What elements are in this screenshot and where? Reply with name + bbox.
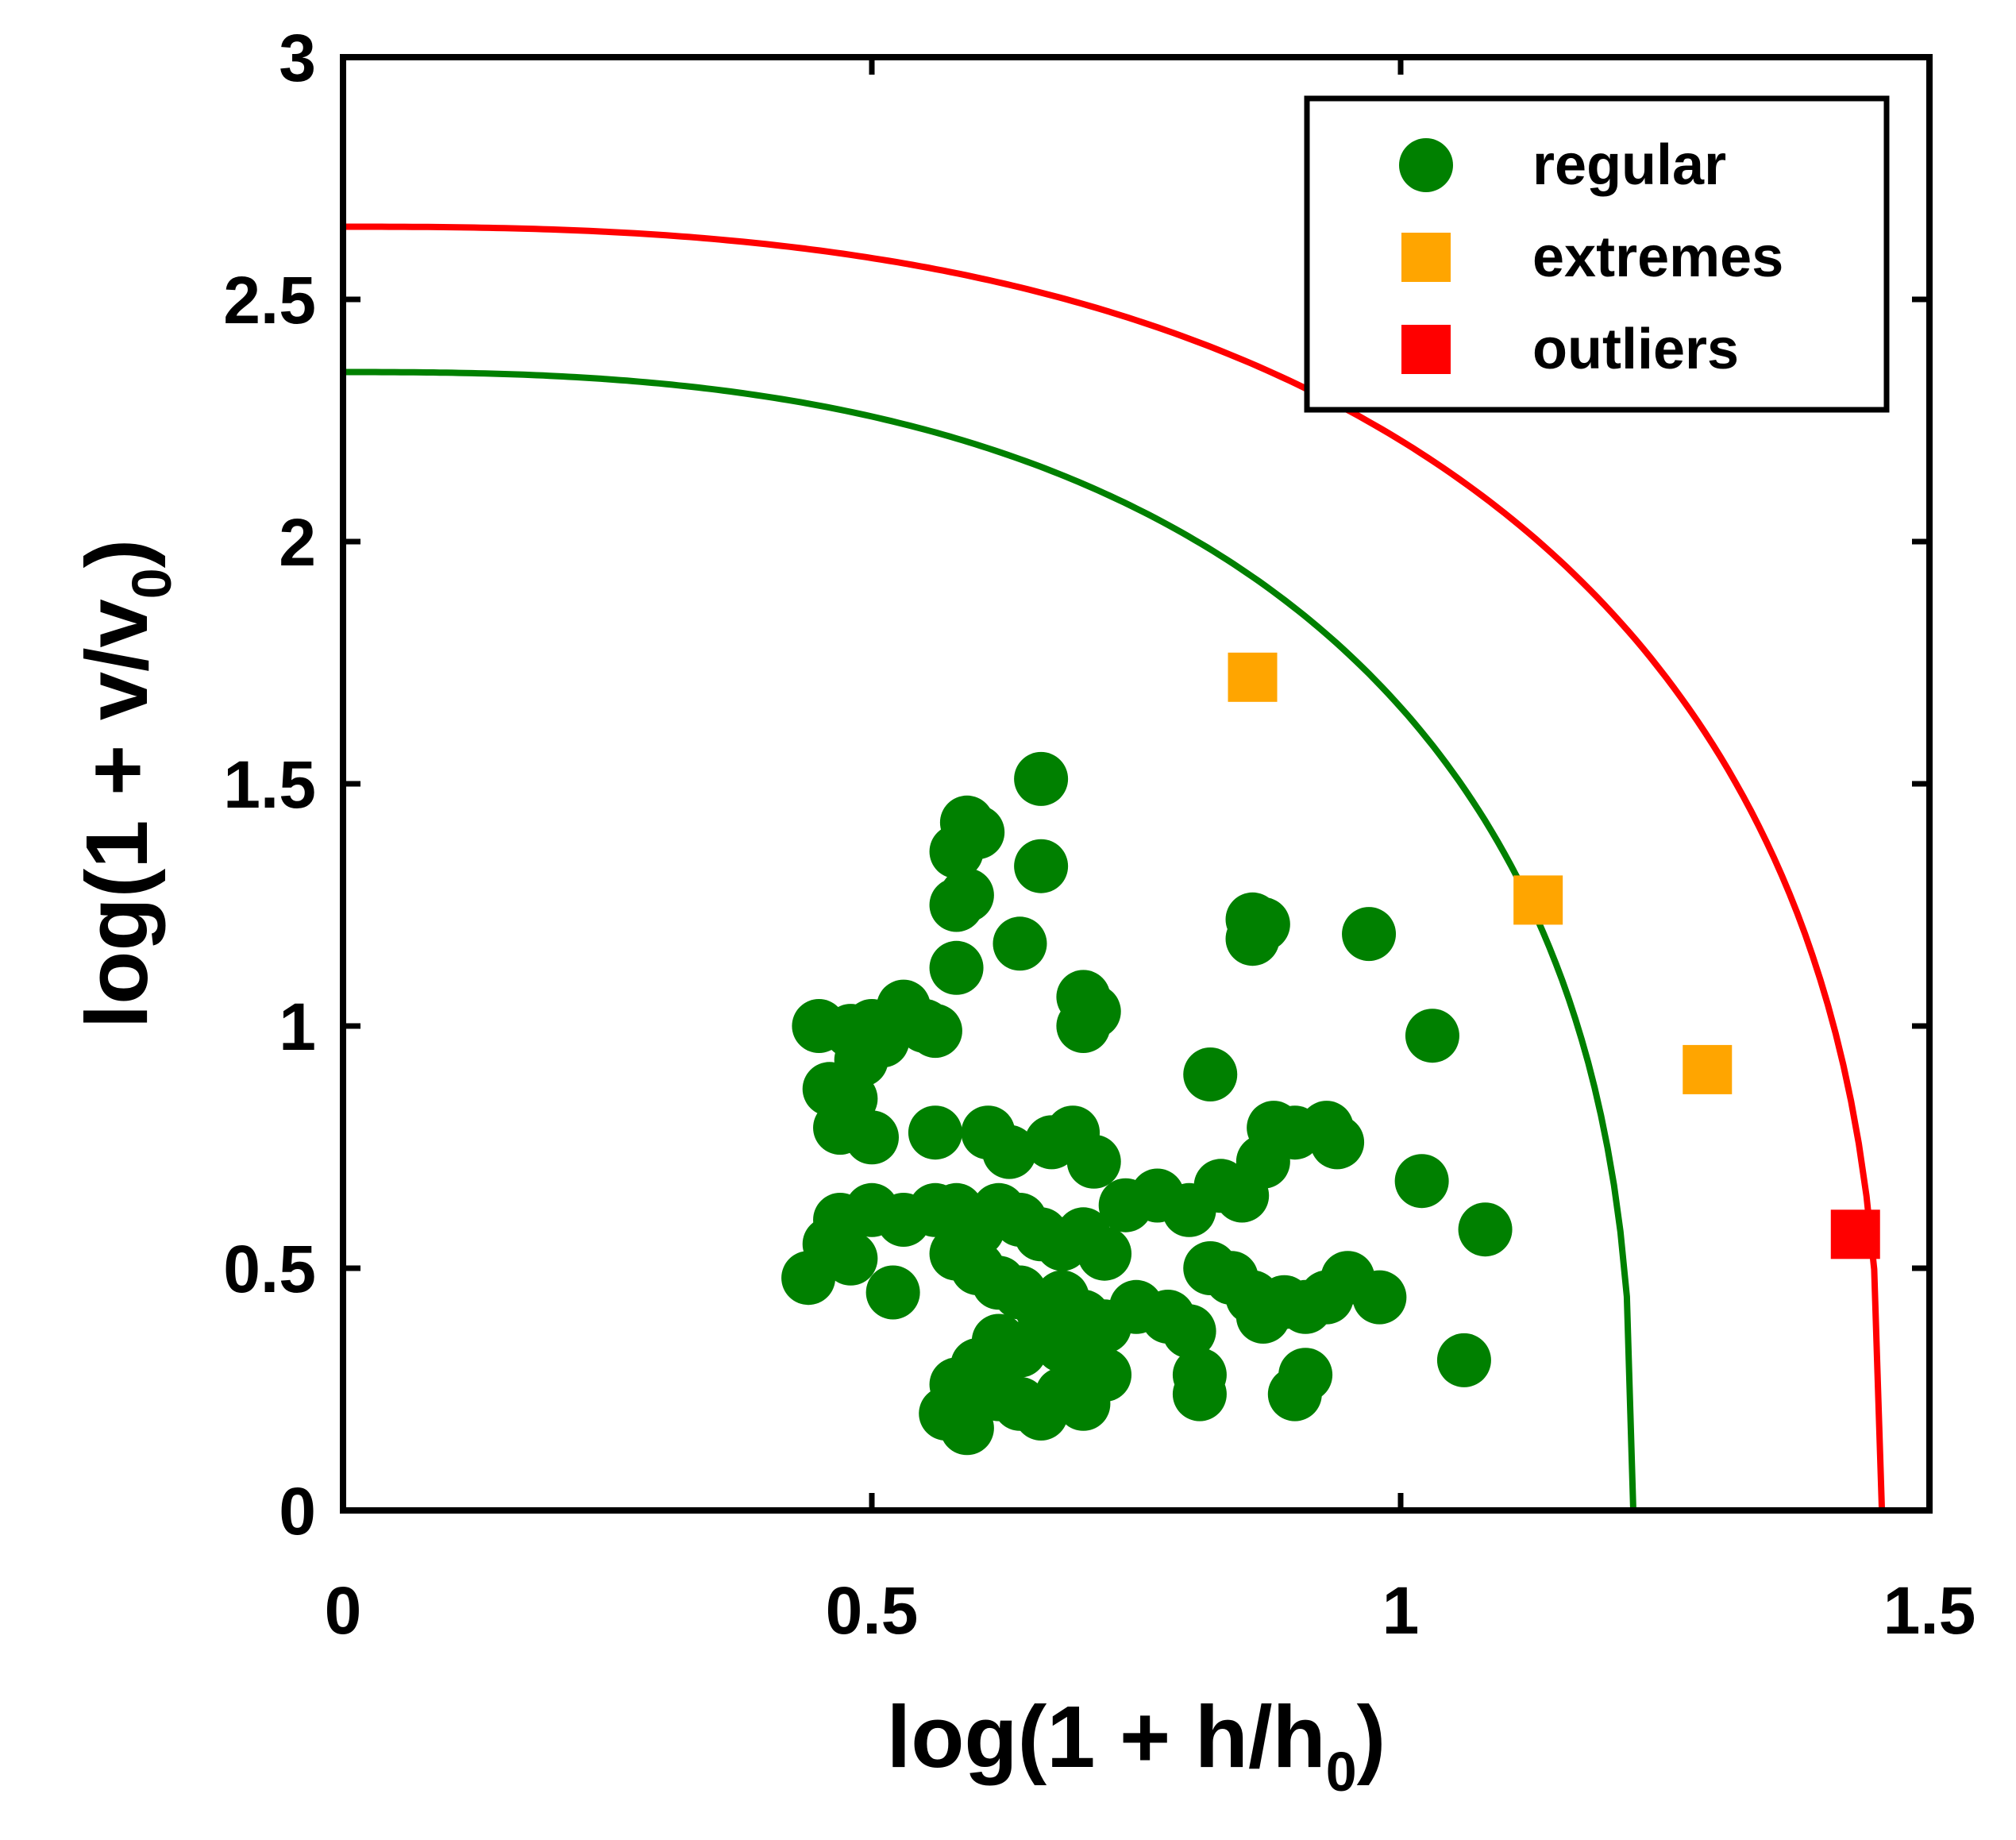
regular-point — [1215, 1168, 1270, 1223]
legend-marker-extremes — [1401, 233, 1451, 282]
regular-point — [1172, 1348, 1227, 1402]
regular-point — [1278, 1348, 1333, 1402]
y-tick-label: 3 — [279, 21, 316, 95]
y-axis-label: log(1 + v/v0) — [68, 539, 183, 1029]
regular-point — [1436, 1333, 1491, 1387]
outliers-point — [1830, 1209, 1880, 1259]
regular-point — [939, 1401, 994, 1456]
regular-point — [1014, 839, 1069, 893]
regular-point — [993, 916, 1047, 971]
regular-point — [1162, 1182, 1216, 1237]
tick-labels: 0 0.5 1 1.5 0 0.5 1 1.5 2 2.5 3 — [223, 21, 1976, 1648]
regular-point — [845, 1110, 899, 1165]
extremes-point — [1513, 875, 1563, 925]
regular-point — [1352, 1270, 1407, 1325]
regular-point — [865, 1265, 920, 1320]
legend-marker-outliers — [1401, 325, 1451, 374]
regular-point — [1225, 912, 1280, 966]
regular-point — [929, 940, 984, 995]
extremes-point — [1683, 1044, 1733, 1094]
green-curve — [343, 368, 1636, 1511]
regular-point — [1458, 1202, 1513, 1257]
y-tick-label: 2.5 — [223, 263, 316, 338]
x-axis-label: log(1 + h/h0) — [887, 1688, 1386, 1803]
legend-label-extremes: extremes — [1532, 226, 1783, 289]
x-tick-label: 1.5 — [1883, 1573, 1976, 1648]
regular-point — [1098, 1178, 1153, 1232]
regular-point — [908, 1105, 962, 1160]
regular-point — [1077, 1226, 1132, 1281]
regular-point — [1162, 1304, 1216, 1359]
threshold-curves — [343, 223, 1886, 1511]
regular-point — [929, 878, 984, 932]
x-tick-label: 0.5 — [826, 1573, 919, 1648]
regular-point — [1183, 1047, 1238, 1101]
y-tick-label: 0.5 — [223, 1232, 316, 1306]
legend: regular extremes outliers — [1304, 95, 1890, 413]
regular-point — [1014, 751, 1069, 806]
regular-point — [1394, 1154, 1449, 1209]
y-tick-label: 1.5 — [223, 747, 316, 822]
legend-label-regular: regular — [1532, 133, 1726, 197]
legend-label-outliers: outliers — [1532, 318, 1739, 381]
data-points — [781, 652, 1880, 1456]
regular-point — [1342, 907, 1397, 962]
x-tick-label: 0 — [325, 1573, 362, 1648]
red-curve — [343, 223, 1886, 1511]
extremes-point — [1228, 652, 1278, 702]
regular-point — [982, 1124, 1037, 1179]
y-tick-label: 0 — [279, 1474, 316, 1549]
regular-point — [823, 1231, 878, 1286]
regular-point — [1405, 1009, 1459, 1063]
regular-point — [1066, 1134, 1121, 1189]
y-tick-label: 1 — [279, 989, 316, 1064]
x-tick-label: 1 — [1382, 1573, 1420, 1648]
regular-point — [1056, 999, 1111, 1053]
regular-point — [929, 824, 984, 879]
regular-point — [1056, 1376, 1111, 1431]
regular-point — [1310, 1115, 1365, 1170]
legend-marker-regular — [1399, 138, 1453, 192]
axis-ticks — [340, 54, 1933, 1514]
y-tick-label: 2 — [279, 505, 316, 580]
regular-point — [908, 1004, 962, 1059]
regular-point — [781, 1251, 836, 1306]
